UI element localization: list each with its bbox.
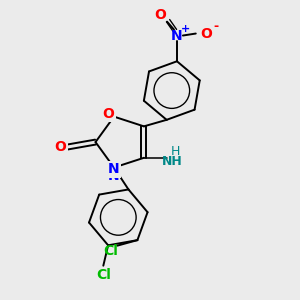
Text: N: N xyxy=(171,28,183,43)
Text: O: O xyxy=(201,26,213,40)
Text: O: O xyxy=(154,8,166,22)
Text: Cl: Cl xyxy=(96,268,111,282)
Text: O: O xyxy=(54,140,66,154)
Text: N: N xyxy=(108,169,120,184)
Text: N: N xyxy=(108,163,120,176)
Text: O: O xyxy=(103,107,115,121)
Text: +: + xyxy=(181,24,190,34)
Text: Cl: Cl xyxy=(103,244,118,258)
Text: NH: NH xyxy=(162,155,183,168)
Text: O: O xyxy=(54,140,66,154)
Text: -: - xyxy=(213,20,218,33)
Text: H: H xyxy=(171,146,180,158)
Text: O: O xyxy=(103,107,115,121)
